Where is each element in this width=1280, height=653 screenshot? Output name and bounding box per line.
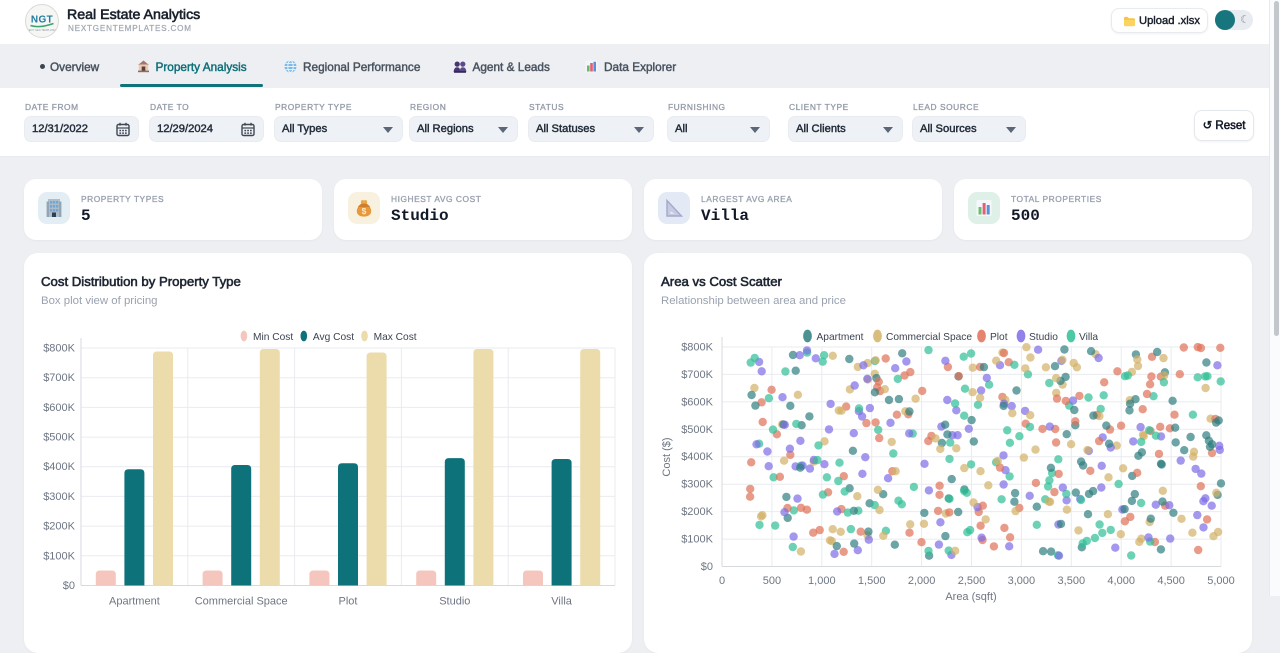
svg-text:$: $ <box>362 206 367 216</box>
svg-text:$100K: $100K <box>681 534 713 546</box>
svg-text:1,500: 1,500 <box>858 575 886 587</box>
svg-text:Studio: Studio <box>1029 332 1058 343</box>
svg-text:$0: $0 <box>63 580 75 592</box>
svg-text:Area (sqft): Area (sqft) <box>945 591 996 603</box>
svg-text:5,000: 5,000 <box>1207 575 1235 587</box>
svg-text:$300K: $300K <box>43 491 75 503</box>
svg-text:$200K: $200K <box>43 521 75 533</box>
svg-text:$200K: $200K <box>681 506 713 518</box>
svg-text:$300K: $300K <box>681 479 713 491</box>
svg-text:Avg Cost: Avg Cost <box>313 332 354 343</box>
svg-text:Min Cost: Min Cost <box>253 332 293 343</box>
svg-text:$400K: $400K <box>43 461 75 473</box>
svg-text:Apartment: Apartment <box>109 596 160 608</box>
svg-text:4,000: 4,000 <box>1107 575 1135 587</box>
svg-text:Plot: Plot <box>990 332 1008 343</box>
svg-text:$700K: $700K <box>43 372 75 384</box>
svg-text:Villa: Villa <box>1079 332 1098 343</box>
svg-text:NGT: NGT <box>31 15 53 26</box>
svg-text:$800K: $800K <box>43 343 75 355</box>
svg-text:Apartment: Apartment <box>817 332 864 343</box>
svg-text:3,500: 3,500 <box>1058 575 1086 587</box>
svg-text:4,500: 4,500 <box>1157 575 1185 587</box>
svg-text:3,000: 3,000 <box>1008 575 1036 587</box>
svg-text:$400K: $400K <box>681 451 713 463</box>
svg-text:$800K: $800K <box>681 342 713 354</box>
svg-text:NEXT GEN TEMPLATES: NEXT GEN TEMPLATES <box>27 28 56 32</box>
svg-text:$600K: $600K <box>43 402 75 414</box>
svg-text:Commercial Space: Commercial Space <box>195 596 288 608</box>
svg-text:$700K: $700K <box>681 369 713 381</box>
svg-text:Commercial Space: Commercial Space <box>886 332 972 343</box>
svg-text:Max Cost: Max Cost <box>374 332 417 343</box>
svg-text:$500K: $500K <box>681 424 713 436</box>
svg-text:Studio: Studio <box>439 596 470 608</box>
svg-text:500: 500 <box>763 575 781 587</box>
svg-text:2,500: 2,500 <box>958 575 986 587</box>
svg-text:$100K: $100K <box>43 550 75 562</box>
svg-text:$500K: $500K <box>43 432 75 444</box>
svg-text:Villa: Villa <box>551 596 572 608</box>
svg-text:Plot: Plot <box>339 596 358 608</box>
svg-text:2,000: 2,000 <box>908 575 936 587</box>
svg-text:$600K: $600K <box>681 396 713 408</box>
svg-text:Cost ($): Cost ($) <box>661 437 673 476</box>
svg-text:$0: $0 <box>701 561 713 573</box>
svg-text:0: 0 <box>719 575 725 587</box>
svg-text:1,000: 1,000 <box>808 575 836 587</box>
